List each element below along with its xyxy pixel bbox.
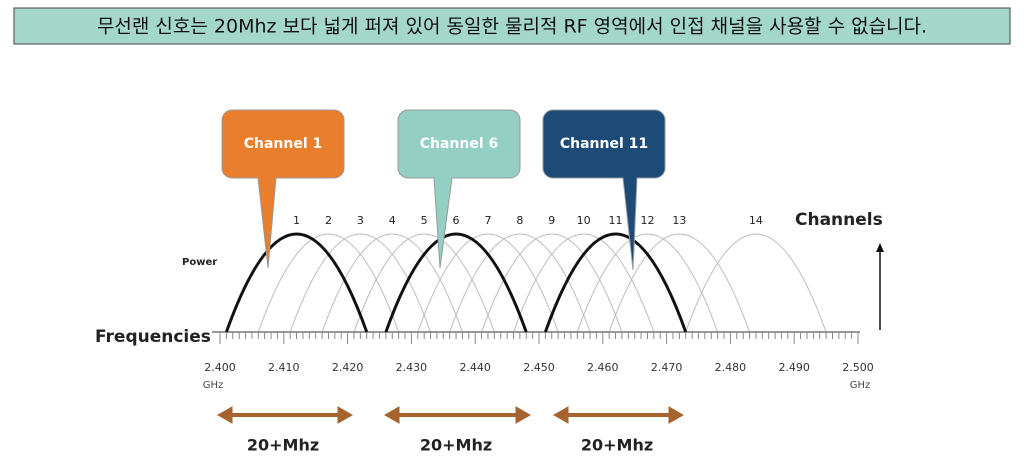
channels-title: Channels <box>795 210 883 230</box>
channel-curve <box>685 233 827 333</box>
channel-label: 10 <box>577 214 591 227</box>
callout-label: Channel 1 <box>244 136 323 152</box>
frequency-label: 2.400 <box>204 361 236 374</box>
channel-curve <box>417 233 559 333</box>
channel-curve <box>608 233 751 333</box>
axis-ticks <box>219 332 859 344</box>
bandwidth-arrows <box>216 406 685 424</box>
frequencies-title: Frequencies <box>95 327 211 347</box>
channel-label: 2 <box>325 214 332 227</box>
callout-box <box>397 109 521 269</box>
bandwidth-label: 20+Mhz <box>581 436 653 455</box>
callout-box <box>542 109 666 271</box>
arrowhead <box>383 406 400 424</box>
arrowhead <box>552 406 569 424</box>
arrowhead <box>515 406 532 424</box>
callout-label: Channel 6 <box>420 136 499 152</box>
unit-right: GHz <box>850 380 871 391</box>
channel-label: 13 <box>672 214 686 227</box>
power-label: Power <box>182 257 217 268</box>
header-box <box>13 7 1011 45</box>
channel-label: 7 <box>484 214 491 227</box>
frequency-label: 2.490 <box>778 361 810 374</box>
bandwidth-label: 20+Mhz <box>247 436 319 455</box>
channel-curve <box>257 233 400 333</box>
power-arrowhead <box>876 243 884 252</box>
frequency-label: 2.460 <box>587 361 619 374</box>
frequency-label: 2.420 <box>332 361 364 374</box>
frequency-label: 2.430 <box>396 361 428 374</box>
channel-curve <box>353 233 495 333</box>
frequency-label: 2.500 <box>842 361 874 374</box>
frequency-label: 2.410 <box>268 361 300 374</box>
channel-label: 1 <box>293 214 300 227</box>
header-title: 무선랜 신호는 20Mhz 보다 넓게 퍼져 있어 동일한 물리적 RF 영역에… <box>97 16 927 38</box>
bandwidth-label: 20+Mhz <box>420 436 492 455</box>
channel-label: 4 <box>389 214 396 227</box>
callout-box <box>221 109 345 269</box>
channel-curve <box>481 233 623 333</box>
callout-label: Channel 11 <box>560 136 648 152</box>
channel-curve <box>224 232 369 333</box>
channel-curve <box>289 233 432 333</box>
channel-label: 3 <box>357 214 364 227</box>
unit-left: GHz <box>203 380 224 391</box>
channel-curve <box>576 233 719 333</box>
channel-label: 14 <box>749 214 763 227</box>
frequency-label: 2.480 <box>715 361 747 374</box>
channel-curve <box>321 233 463 333</box>
frequency-label: 2.440 <box>459 361 491 374</box>
channel-curves <box>257 233 827 333</box>
channel-label: 9 <box>548 214 555 227</box>
channel-label: 11 <box>609 214 623 227</box>
frequency-label: 2.470 <box>651 361 683 374</box>
channel-label: 12 <box>640 214 654 227</box>
frequency-label: 2.450 <box>523 361 555 374</box>
channel-curve <box>513 233 655 333</box>
channel-label: 6 <box>453 214 460 227</box>
channel-label: 5 <box>421 214 428 227</box>
arrowhead <box>337 406 354 424</box>
channel-curve <box>449 233 591 333</box>
arrowhead <box>668 406 685 424</box>
arrowhead <box>216 406 233 424</box>
channel-curve <box>384 232 528 333</box>
channel-label: 8 <box>516 214 523 227</box>
channel-curve <box>543 232 688 333</box>
